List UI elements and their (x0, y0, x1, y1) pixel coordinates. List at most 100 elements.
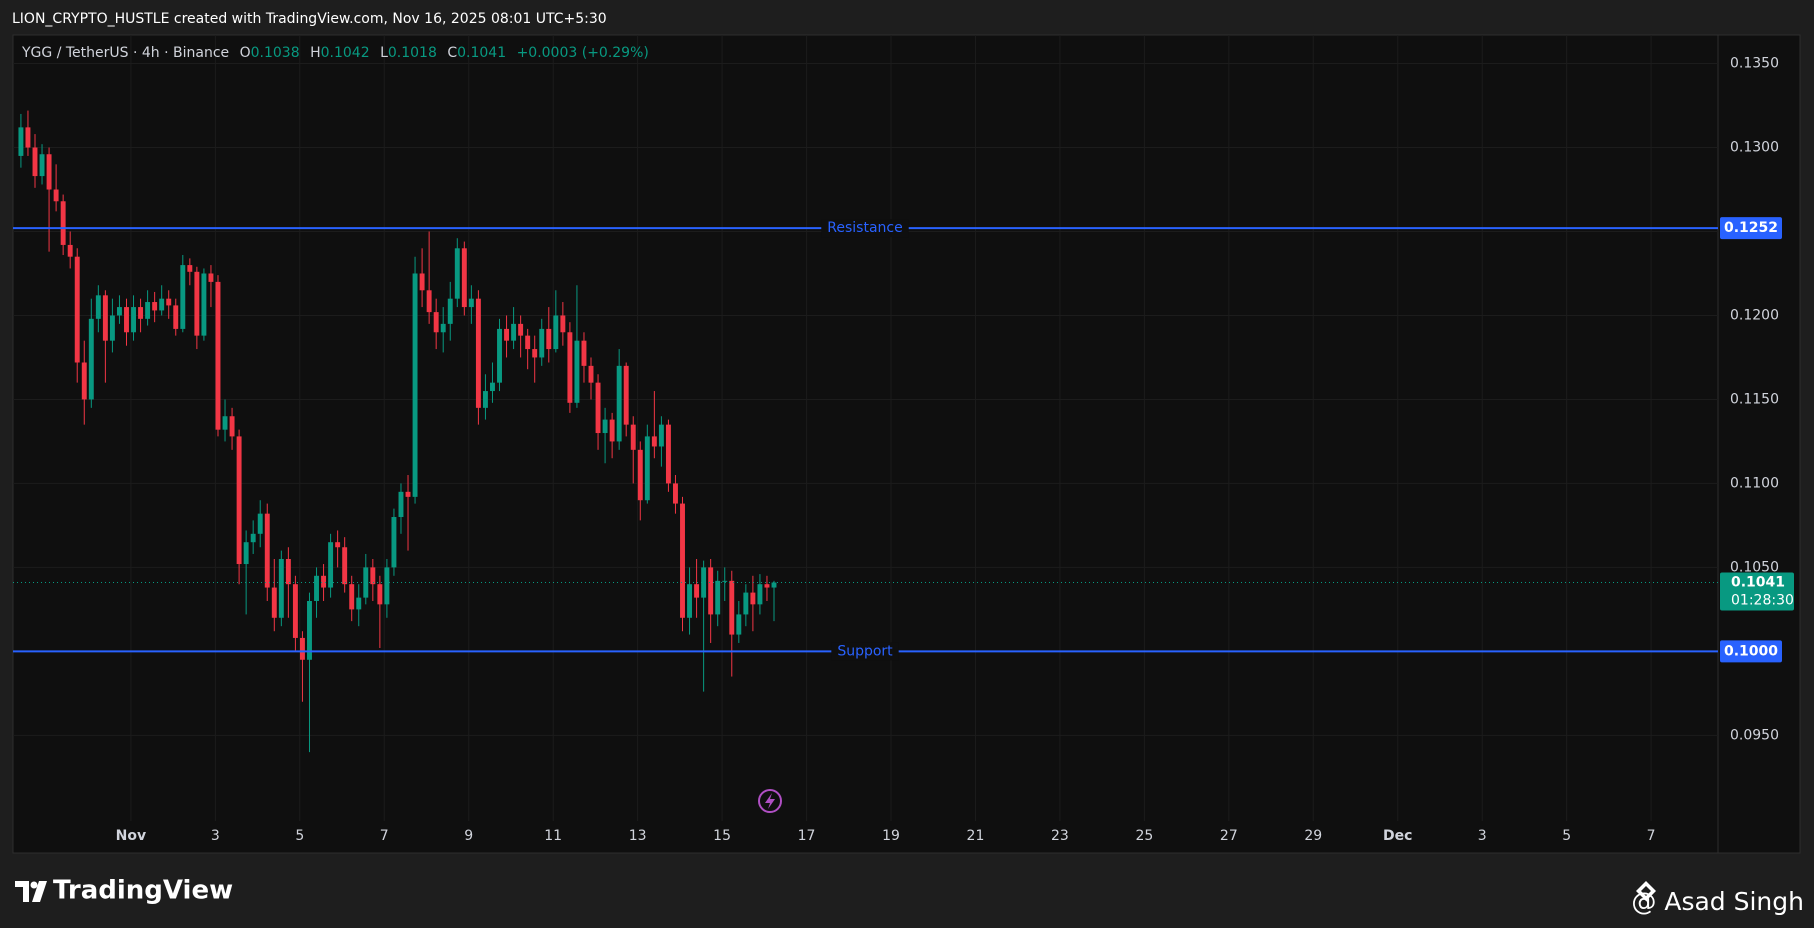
x-tick-label: 5 (1562, 828, 1571, 844)
alert-circle (758, 789, 782, 813)
candle-body (53, 189, 59, 202)
candle-body (145, 302, 151, 319)
candle-body (271, 587, 277, 618)
candle-body (581, 340, 587, 366)
x-tick-label: 23 (1051, 828, 1069, 844)
x-tick-label: 27 (1220, 828, 1238, 844)
candle-body (328, 542, 334, 588)
logo-part (15, 881, 29, 902)
y-tick-label: 0.0950 (1730, 727, 1779, 743)
candle-body (743, 592, 749, 615)
candle-body (67, 244, 73, 257)
candles (18, 110, 777, 753)
candle-body (694, 584, 700, 598)
header-text: LION_CRYPTO_HUSTLE created with TradingV… (12, 11, 607, 27)
brand: TradingView (53, 876, 233, 906)
candle-body (525, 335, 531, 350)
x-tick-label: 5 (295, 828, 304, 844)
candle-body (335, 542, 341, 548)
candle-body (553, 315, 559, 350)
candle-body (356, 597, 362, 610)
candle-body (81, 362, 87, 400)
candle-body (180, 265, 186, 329)
x-tick-label: 7 (1647, 828, 1656, 844)
logo-part (32, 881, 47, 902)
candle-body (46, 154, 52, 190)
candle-body (102, 295, 108, 341)
ohlc-value: 0.1041 (457, 45, 506, 61)
candle-body (405, 491, 411, 497)
ohlc-letter: H (310, 45, 321, 61)
candle-body (138, 307, 144, 319)
level-label: Support (837, 643, 893, 659)
x-tick-label: 19 (882, 828, 900, 844)
ohlc-value: 0.1038 (251, 45, 300, 61)
candle-body (609, 419, 615, 442)
candle-body (715, 580, 721, 615)
brand-logo (15, 881, 47, 902)
symbol: YGG / TetherUS · 4h · Binance (21, 45, 229, 61)
candle-body (215, 281, 221, 430)
level-label-bg (831, 642, 899, 661)
countdown: 01:28:30 (1731, 593, 1794, 609)
candle-body (518, 323, 524, 336)
candle-body (384, 567, 390, 605)
x-tick-label: 15 (713, 828, 731, 844)
candle-body (32, 147, 38, 177)
candle-body (440, 323, 446, 333)
level-label-bg (821, 219, 909, 238)
candle-body (60, 201, 66, 245)
candle-body (757, 584, 763, 605)
candle-body (602, 419, 608, 434)
candle-body (750, 592, 756, 605)
candle-body (475, 298, 481, 408)
candle-body (173, 305, 179, 329)
candle-body (567, 332, 573, 403)
candle-body (292, 584, 298, 638)
candle-body (307, 600, 312, 660)
candle-body (166, 298, 172, 306)
candle-body (377, 584, 383, 605)
x-tick-label: 3 (211, 828, 220, 844)
candle-body (412, 273, 418, 497)
alert-icon (758, 789, 782, 813)
candle-body (349, 584, 355, 610)
legend: YGG / TetherUS · 4h · Binance O0.1038 H0… (21, 45, 649, 61)
candle-body (124, 307, 129, 333)
candle-body (673, 483, 678, 504)
candle-body (447, 298, 453, 324)
candle-body (539, 328, 545, 358)
candle-body (426, 290, 432, 313)
candle-body (25, 127, 31, 148)
candle-body (687, 584, 693, 618)
candle-body (623, 365, 629, 425)
y-tick-label: 0.1100 (1730, 475, 1779, 491)
candle-body (152, 302, 158, 311)
candle-body (588, 365, 594, 383)
candle-body (201, 273, 207, 336)
candle-body (708, 567, 714, 615)
ohlc-letter: C (447, 45, 457, 61)
grid: 0.0950 0.1000 0.1050 0.1100 0.1150 0.1200 0.12… (13, 35, 1779, 844)
x-tick-label: 29 (1304, 828, 1322, 844)
candle-body (729, 580, 735, 635)
candle-body (131, 307, 136, 333)
x-tick-label: 13 (629, 828, 647, 844)
ohlc-value: 0.1042 (321, 45, 370, 61)
x-tick-label: 7 (380, 828, 389, 844)
candle-body (546, 328, 552, 350)
x-tick-label: Dec (1383, 828, 1412, 844)
candle-body (574, 340, 580, 403)
candle-body (88, 318, 94, 400)
candle-body (264, 513, 270, 588)
candle-body (250, 533, 256, 543)
candle-body (39, 154, 45, 177)
x-tick-label: 11 (544, 828, 562, 844)
price-badge (1720, 640, 1782, 663)
last-price-label: 0.1041 (1731, 575, 1785, 591)
candle-body (74, 256, 80, 363)
candle-body (461, 248, 467, 308)
candle-body (504, 328, 510, 341)
candle-body (194, 271, 200, 336)
